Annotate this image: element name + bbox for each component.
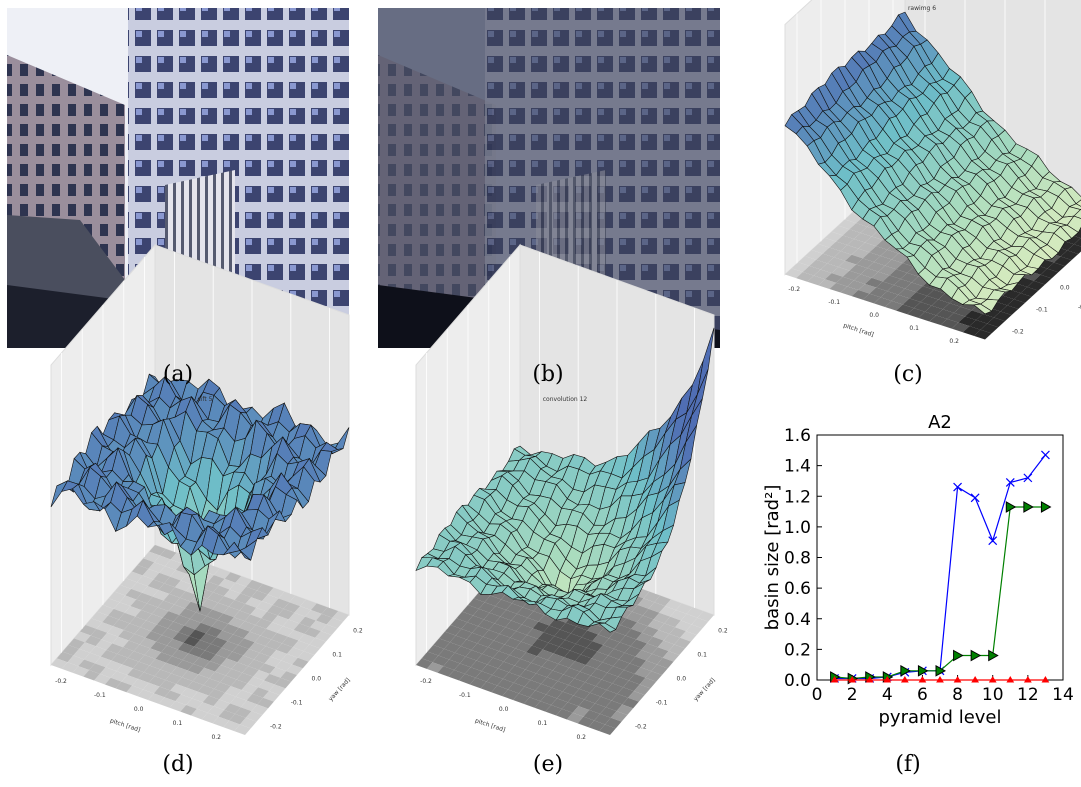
tick-label: -0.1 <box>1036 306 1048 313</box>
tick-label: 0.0 <box>499 706 509 713</box>
tick-label: 0.1 <box>173 720 183 727</box>
y-tick-label: 0.4 <box>784 610 811 630</box>
caption: (e) <box>533 752 563 777</box>
caption: (b) <box>532 362 563 387</box>
x-tick-label: 4 <box>882 685 893 705</box>
y-tick-label: 0.2 <box>784 640 811 660</box>
tick-label: 0.1 <box>697 651 707 658</box>
tick-label: 0.2 <box>353 627 363 634</box>
tick-label: -0.2 <box>55 678 67 685</box>
y-tick-label: 1.2 <box>784 487 811 507</box>
caption: (c) <box>893 362 923 387</box>
tick-label: -0.1 <box>656 699 668 706</box>
y-tick-label: 0.8 <box>784 549 811 569</box>
x-tick-label: 14 <box>1052 685 1074 705</box>
axis-label: pitch [rad] <box>474 717 506 733</box>
tick-label: -0.1 <box>94 692 106 699</box>
plot-title: sift 5 <box>198 396 213 403</box>
line-chart: 0.0 0.2 0.4 0.6 0.8 1.0 1.2 1.4 1.6 0 2 4 6 8 10 12 14 A2… <box>762 412 1074 728</box>
axis-label: yaw [rad] <box>1077 285 1081 311</box>
tick-label: 0.0 <box>677 675 687 682</box>
tick-label: 0.2 <box>949 338 959 345</box>
tick-label: 0.2 <box>211 734 221 741</box>
tick-label: 0.2 <box>576 734 586 741</box>
tick-label: 0.0 <box>1060 284 1070 291</box>
x-axis-label: pyramid level <box>879 707 1002 728</box>
y-tick-label: 0.0 <box>784 671 811 691</box>
y-tick-label: 1.0 <box>784 518 811 538</box>
tick-label: -0.2 <box>420 678 432 685</box>
tick-label: -0.2 <box>788 286 800 293</box>
chart-title: A2 <box>928 412 952 433</box>
x-tick-label: 10 <box>982 685 1004 705</box>
y-tick-label: 1.4 <box>784 457 811 477</box>
axis-label: yaw [rad] <box>692 677 716 703</box>
tick-label: -0.2 <box>1012 328 1024 335</box>
x-tick-label: 12 <box>1017 685 1039 705</box>
figure: rawimg 6 -0.2 -0.1 0.0 0.1 0.2 -0.2 -0.1 0.0 0.1 0… <box>0 0 1081 787</box>
tick-label: 0.1 <box>332 651 342 658</box>
x-tick-label: 0 <box>812 685 823 705</box>
tick-label: -0.2 <box>270 723 282 730</box>
axis-label: pitch [rad] <box>109 717 141 733</box>
tick-label: -0.1 <box>291 699 303 706</box>
tick-label: 0.0 <box>869 312 879 319</box>
y-tick-label: 1.6 <box>784 426 811 446</box>
x-tick-label: 6 <box>917 685 928 705</box>
axis-label: pitch [rad] <box>842 322 874 338</box>
x-tick-label: 8 <box>952 685 963 705</box>
tick-label: -0.1 <box>459 692 471 699</box>
caption: (d) <box>162 752 193 777</box>
tick-label: -0.1 <box>828 299 840 306</box>
plot-area <box>817 435 1063 680</box>
plot-title: rawimg 6 <box>908 5 936 12</box>
tick-label: 0.1 <box>909 325 919 332</box>
tick-label: -0.2 <box>635 723 647 730</box>
tick-label: 0.0 <box>134 706 144 713</box>
tick-label: 0.1 <box>538 720 548 727</box>
y-tick-label: 0.6 <box>784 579 811 599</box>
tick-label: 0.0 <box>312 675 322 682</box>
tick-label: 0.2 <box>718 627 728 634</box>
axis-label: yaw [rad] <box>327 677 351 703</box>
x-tick-label: 2 <box>847 685 858 705</box>
y-axis-label: basin size [rad²] <box>762 485 783 631</box>
caption: (a) <box>163 362 193 387</box>
caption: (f) <box>895 752 920 777</box>
plot-title: convolution 12 <box>543 396 588 403</box>
